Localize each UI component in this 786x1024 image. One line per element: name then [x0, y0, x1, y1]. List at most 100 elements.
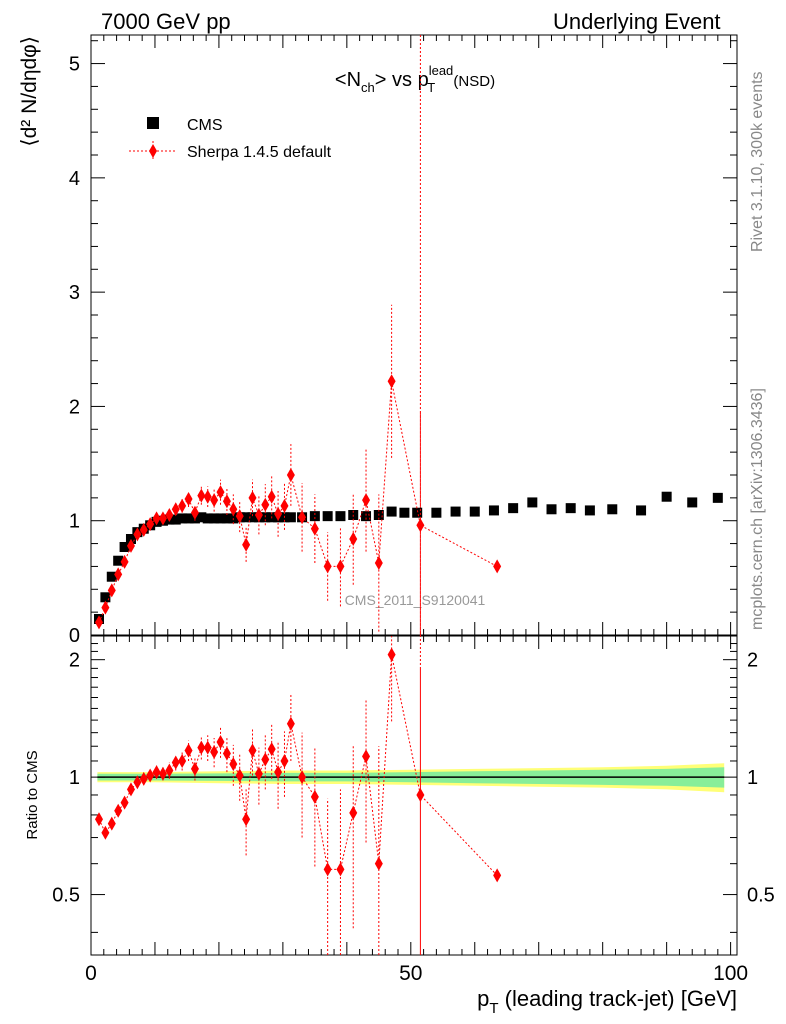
sherpa-ratio-point	[387, 647, 396, 662]
ratio-panel-frame	[90, 635, 738, 956]
sherpa-main-point	[387, 374, 396, 389]
sherpa-main-point	[133, 527, 142, 542]
sherpa-main-point	[298, 510, 307, 525]
cms-point	[247, 512, 258, 523]
sherpa-ratio-point	[235, 768, 244, 783]
sherpa-main-point	[349, 532, 358, 546]
sherpa-ratio-point	[171, 755, 180, 770]
sherpa-ratio-point	[349, 805, 358, 820]
cms-point	[241, 512, 252, 523]
sherpa-ratio-point	[374, 856, 383, 871]
sherpa-main-point	[120, 554, 129, 569]
sherpa-ratio-point	[94, 812, 103, 827]
cms-point	[661, 491, 672, 502]
x-axis-label-tail: (leading track-jet) [GeV]	[499, 986, 737, 1011]
cms-point	[546, 504, 557, 515]
sherpa-main-point	[267, 489, 276, 504]
sherpa-main-point	[242, 537, 251, 552]
sherpa-main-point	[203, 489, 212, 504]
sherpa-ratio-point	[254, 766, 263, 781]
cms-point	[106, 571, 117, 582]
chart-title-part: (NSD)	[449, 73, 495, 90]
sherpa-ratio-point	[139, 771, 148, 786]
cms-point	[712, 492, 723, 503]
header-right: Underlying Event	[553, 9, 721, 34]
cms-point	[209, 513, 220, 524]
chart-title-part: T	[427, 80, 435, 95]
sherpa-main-point	[146, 517, 155, 532]
ratio-y-axis-label: Ratio to CMS	[24, 750, 41, 839]
cms-point	[565, 503, 576, 514]
sherpa-main-point	[235, 509, 244, 524]
sherpa-main-point	[286, 468, 295, 482]
sherpa-main-point	[94, 615, 103, 630]
y-tick-label: 3	[69, 282, 80, 304]
sherpa-main-point	[374, 556, 383, 570]
sherpa-ratio-point	[158, 766, 167, 781]
cms-point	[361, 511, 372, 522]
chart-title-part: ch	[361, 80, 375, 95]
sherpa-main-point	[171, 502, 180, 517]
cms-point	[386, 506, 397, 517]
cms-point	[399, 507, 410, 518]
sherpa-main-point	[229, 502, 238, 517]
legend-cms-marker	[147, 117, 159, 129]
sherpa-ratio-point	[190, 761, 199, 776]
sherpa-ratio-point	[362, 749, 371, 764]
sherpa-main-point	[254, 508, 263, 522]
sherpa-ratio-point	[274, 765, 283, 780]
sherpa-main-point	[197, 488, 206, 503]
cms-point	[215, 513, 226, 524]
watermark: CMS_2011_S9120041	[345, 592, 486, 608]
sherpa-main-line	[98, 381, 498, 623]
sherpa-main-point	[336, 559, 345, 574]
cms-point	[335, 511, 346, 522]
main-y-axis-label: ⟨d² N/dηdφ⟩	[18, 36, 41, 147]
sherpa-ratio-point	[120, 795, 129, 810]
sherpa-ratio-line	[98, 654, 498, 876]
cms-point	[100, 592, 111, 603]
cms-point	[177, 513, 188, 524]
y-tick-label-right: 0.5	[747, 885, 775, 907]
sherpa-main-point	[261, 497, 270, 512]
main-panel-frame	[90, 34, 738, 636]
y-tick-label: 2	[69, 396, 80, 418]
x-axis-label-sub: T	[489, 1000, 498, 1017]
sherpa-ratio-point	[416, 787, 425, 802]
sherpa-ratio-point	[152, 765, 161, 780]
sherpa-main-point	[190, 505, 199, 520]
sherpa-ratio-point	[229, 757, 238, 772]
sherpa-ratio-point	[336, 862, 345, 877]
cms-point	[584, 505, 595, 516]
chart-title: <Nch> vs plead T (NSD)	[335, 63, 495, 95]
sherpa-main-point	[310, 521, 319, 536]
sherpa-ratio-point	[286, 716, 295, 731]
sherpa-ratio-point	[114, 803, 123, 818]
sherpa-ratio-point	[133, 775, 142, 790]
cms-point	[508, 503, 519, 514]
sherpa-ratio-point	[210, 744, 219, 759]
cms-point	[202, 513, 213, 524]
cms-point	[113, 555, 124, 566]
sherpa-main-point	[362, 493, 371, 508]
header-left: 7000 GeV pp	[101, 9, 231, 34]
cms-point	[687, 497, 698, 508]
sherpa-main-point	[158, 511, 167, 526]
sherpa-main-point	[222, 494, 231, 509]
chart-title-part: > vs p	[375, 69, 429, 91]
x-tick-label: 100	[713, 962, 748, 985]
y-tick-label: 4	[69, 168, 80, 190]
cms-point	[488, 505, 499, 516]
cms-point	[636, 505, 647, 516]
chart-title-part: lead	[429, 63, 454, 78]
sherpa-main-point	[178, 498, 187, 513]
sherpa-main-point	[114, 567, 123, 582]
cms-point	[221, 513, 232, 524]
sherpa-main-point	[493, 559, 502, 574]
cms-point	[431, 507, 442, 518]
cms-point	[469, 506, 480, 517]
sherpa-ratio-point	[261, 752, 270, 767]
legend-cms-label: CMS	[187, 117, 223, 134]
sherpa-main-point	[165, 508, 174, 522]
sherpa-main-point	[184, 492, 193, 506]
